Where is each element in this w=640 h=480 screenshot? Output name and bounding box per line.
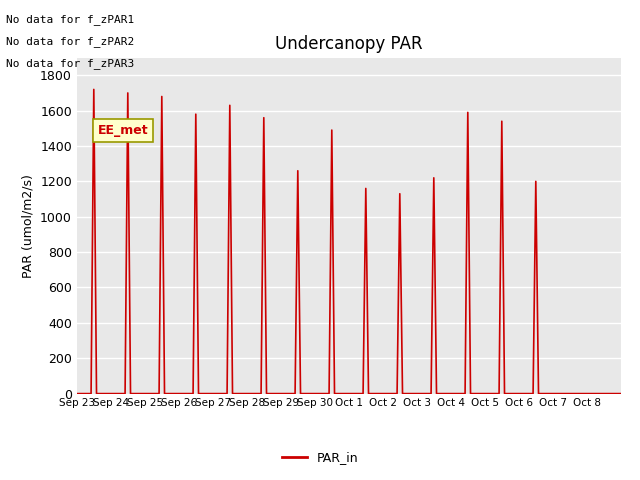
Text: No data for f_zPAR1: No data for f_zPAR1 [6, 14, 134, 25]
Legend: PAR_in: PAR_in [276, 446, 364, 469]
Title: Undercanopy PAR: Undercanopy PAR [275, 35, 422, 53]
Text: EE_met: EE_met [98, 124, 148, 137]
Y-axis label: PAR (umol/m2/s): PAR (umol/m2/s) [22, 174, 35, 277]
Text: No data for f_zPAR2: No data for f_zPAR2 [6, 36, 134, 47]
Text: No data for f_zPAR3: No data for f_zPAR3 [6, 58, 134, 69]
